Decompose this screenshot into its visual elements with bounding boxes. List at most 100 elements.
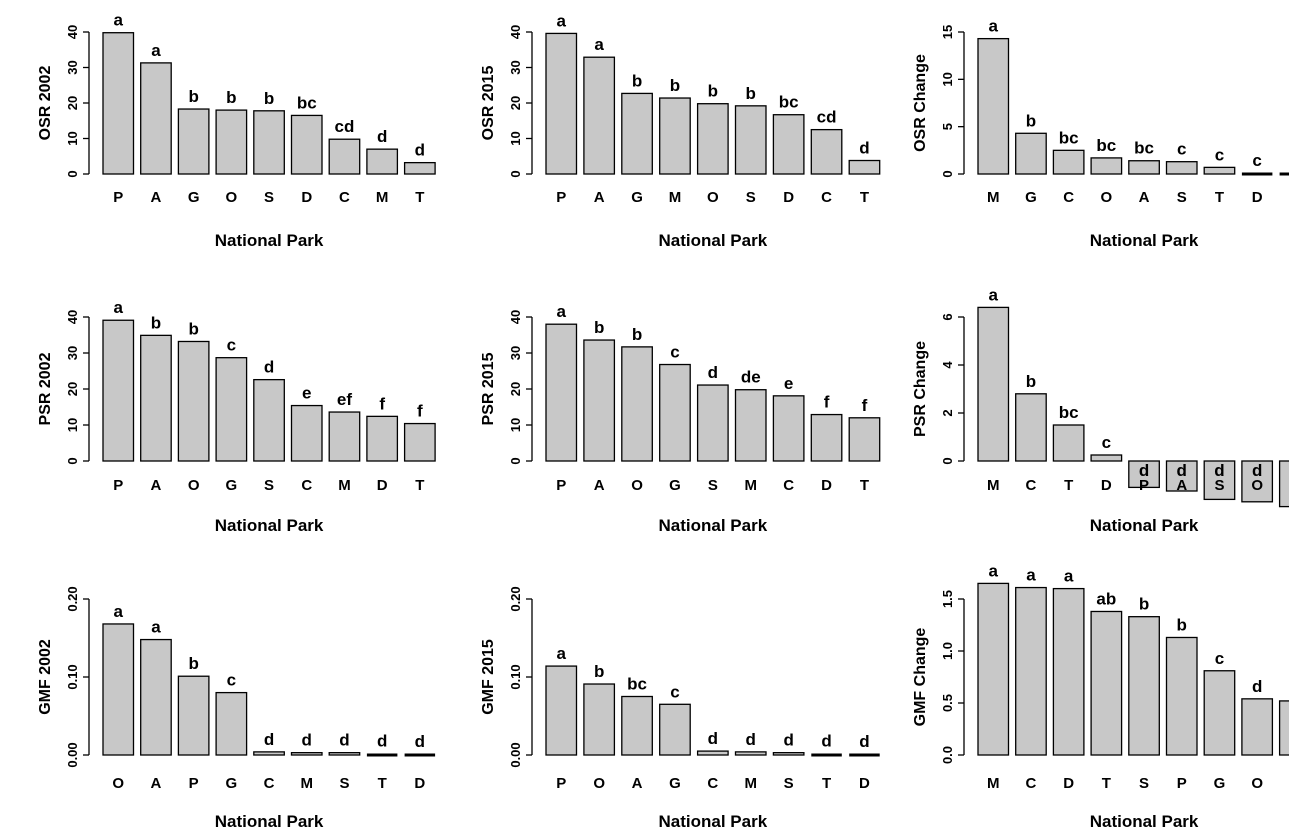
significance-label: bc: [627, 675, 647, 694]
y-tick-label: 1.5: [940, 590, 955, 608]
y-axis-title: OSR Change: [912, 54, 929, 152]
bar: [1203, 166, 1236, 175]
significance-label: d: [1177, 461, 1187, 480]
significance-label: c: [1102, 433, 1111, 452]
significance-label: d: [746, 730, 756, 749]
x-axis-title: National Park: [1090, 812, 1199, 831]
y-tick-label: 20: [65, 382, 80, 396]
y-tick-label: 0: [65, 457, 80, 464]
significance-label: cd: [817, 108, 837, 127]
y-axis-title: OSR 2015: [480, 66, 497, 141]
x-tick-label: T: [1102, 775, 1111, 792]
x-tick-label: T: [822, 775, 831, 792]
x-axis-title: National Park: [215, 812, 324, 831]
y-axis-title: GMF 2015: [480, 639, 497, 715]
significance-label: a: [989, 561, 999, 580]
y-tick-label: 2: [940, 409, 955, 416]
y-tick-label: 4: [940, 361, 955, 369]
significance-label: bc: [779, 93, 799, 112]
significance-label: b: [151, 313, 161, 332]
bar: [1128, 460, 1160, 489]
significance-label: a: [1026, 566, 1036, 585]
bar: [545, 32, 578, 175]
x-tick-label: G: [1214, 775, 1226, 792]
x-tick-label: O: [226, 189, 238, 206]
x-tick-label: A: [151, 775, 162, 792]
y-axis-title: PSR 2002: [37, 352, 54, 425]
x-tick-label: M: [301, 775, 314, 792]
x-tick-label: D: [859, 775, 870, 792]
bar: [772, 114, 805, 175]
x-axis-title: National Park: [659, 231, 768, 250]
y-tick-label: 10: [508, 418, 523, 432]
bar: [1165, 460, 1198, 492]
x-tick-label: O: [593, 775, 605, 792]
x-tick-label: C: [1026, 775, 1037, 792]
significance-label: f: [379, 394, 385, 413]
y-tick-label: 0.00: [508, 742, 523, 767]
significance-label: a: [557, 11, 567, 30]
bar: [621, 92, 653, 175]
significance-label: de: [741, 368, 761, 387]
bar: [734, 105, 767, 175]
bar: [328, 411, 361, 462]
y-axis-title: GMF 2002: [37, 639, 54, 715]
chart-panel: 0.00 0.10 0.20 GMF 2015 a Pb Obc Ac Gd Cd Md Sd Td D N…: [480, 586, 880, 831]
significance-label: c: [227, 336, 236, 355]
bar: [215, 357, 248, 462]
bar: [977, 306, 1010, 462]
bar: [977, 37, 1010, 175]
x-tick-label: S: [1177, 189, 1187, 206]
x-tick-label: S: [784, 775, 794, 792]
x-tick-label: D: [1252, 189, 1263, 206]
bar: [772, 395, 805, 462]
y-tick-label: 0.5: [940, 694, 955, 712]
y-tick-label: 10: [508, 131, 523, 145]
bar: [215, 109, 248, 175]
significance-label: b: [188, 87, 198, 106]
x-tick-label: P: [556, 775, 566, 792]
y-tick-label: 40: [65, 310, 80, 324]
bar: [1015, 132, 1047, 175]
significance-label: d: [859, 139, 869, 158]
x-tick-label: T: [415, 477, 424, 494]
y-tick-label: 10: [940, 72, 955, 86]
significance-label: d: [415, 141, 425, 160]
bar: [621, 695, 653, 756]
x-tick-label: O: [707, 189, 719, 206]
significance-label: b: [188, 319, 198, 338]
x-tick-label: G: [669, 477, 681, 494]
significance-label: bc: [297, 93, 317, 112]
significance-label: ef: [337, 390, 352, 409]
y-tick-label: 30: [508, 346, 523, 360]
bar: [772, 752, 805, 756]
x-tick-label: C: [339, 189, 350, 206]
significance-label: f: [862, 396, 868, 415]
bar: [215, 691, 248, 756]
significance-label: d: [783, 731, 793, 750]
x-tick-label: P: [113, 189, 123, 206]
significance-label: d: [1252, 677, 1262, 696]
bar: [1052, 587, 1085, 756]
bar: [102, 623, 135, 756]
bar: [366, 148, 399, 175]
x-tick-label: M: [987, 189, 1000, 206]
x-tick-label: M: [987, 775, 1000, 792]
bar: [1128, 616, 1160, 756]
bar: [659, 363, 691, 462]
y-tick-label: 0: [508, 457, 523, 464]
x-tick-label: S: [1214, 477, 1224, 494]
x-tick-label: O: [1101, 189, 1113, 206]
x-tick-label: M: [745, 775, 758, 792]
bar: [1052, 424, 1085, 462]
bar: [403, 422, 436, 462]
significance-label: c: [1177, 140, 1186, 159]
significance-label: a: [594, 35, 604, 54]
significance-label: b: [1026, 372, 1036, 391]
bar: [140, 638, 172, 756]
significance-label: d: [377, 731, 387, 750]
x-tick-label: C: [1063, 189, 1074, 206]
x-tick-label: G: [226, 775, 238, 792]
x-tick-label: O: [188, 477, 200, 494]
